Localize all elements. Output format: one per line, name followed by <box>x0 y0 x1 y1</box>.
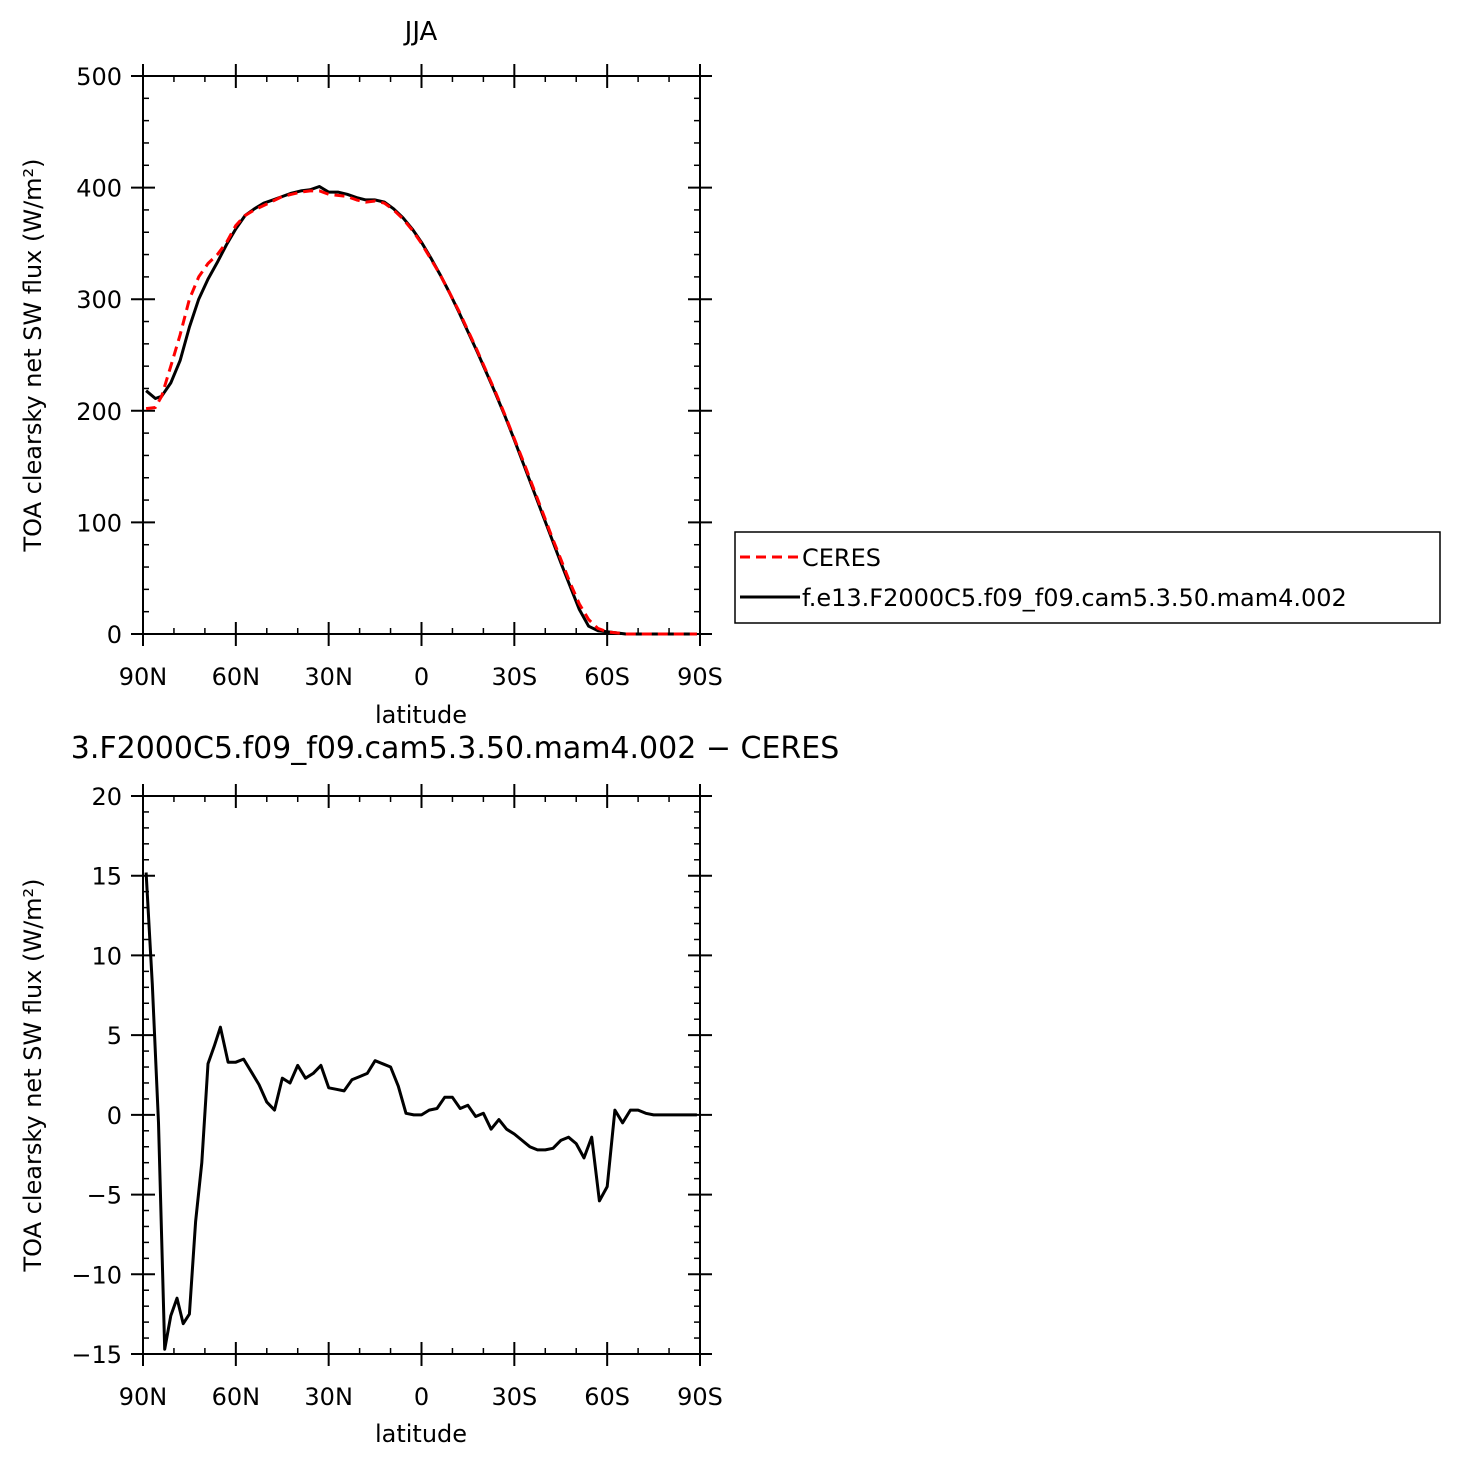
bottom-y-axis-label: TOA clearsky net SW flux (W/m²) <box>19 878 47 1272</box>
top-x-tick-label: 90N <box>119 663 168 691</box>
bottom-panel: 3.F2000C5.f09_f09.cam5.3.50.mam4.002 − C… <box>19 731 839 1448</box>
top-y-tick-label: 100 <box>76 509 122 537</box>
top-panel: JJA 90N 60N 30N 0 30S 60S 90S0100200300400500 … <box>19 17 723 729</box>
bottom-chart-title: 3.F2000C5.f09_f09.cam5.3.50.mam4.002 − C… <box>71 731 840 766</box>
bottom-plot-frame <box>142 795 701 1355</box>
bottom-y-tick-label: 5 <box>107 1022 122 1050</box>
top-plot-frame <box>142 75 701 635</box>
top-x-tick-label: 0 <box>414 663 429 691</box>
top-y-tick-label: 300 <box>76 286 122 314</box>
bottom-x-tick-label: 30N <box>304 1383 353 1411</box>
bottom-y-tick-label: 15 <box>91 863 122 891</box>
bottom-y-tick-label: −15 <box>71 1341 122 1369</box>
legend: CERES f.e13.F2000C5.f09_f09.cam5.3.50.ma… <box>734 531 1441 624</box>
legend-label-model: f.e13.F2000C5.f09_f09.cam5.3.50.mam4.002 <box>802 584 1347 612</box>
legend-box <box>734 531 1441 624</box>
bottom-y-tick-label: 20 <box>91 783 122 811</box>
top-y-tick-label: 0 <box>107 621 122 649</box>
top-y-axis-label: TOA clearsky net SW flux (W/m²) <box>19 158 47 552</box>
top-y-tick-label: 400 <box>76 175 122 203</box>
bottom-plot-area: 90N 60N 30N 0 30S 60S 90S −15 −10 −5 0 5 10 15 20 <box>71 783 723 1411</box>
legend-label-ceres: CERES <box>802 544 881 572</box>
bottom-x-tick-label: 90N <box>119 1383 168 1411</box>
top-plot-area: 90N 60N 30N 0 30S 60S 90S 0 100 200 300 400 500 <box>76 63 723 691</box>
top-chart-title: JJA <box>403 17 438 47</box>
bottom-x-tick-label: 90S <box>677 1383 723 1411</box>
bottom-series-line-model <box>144 872 697 1351</box>
top-x-tick-label: 90S <box>677 663 723 691</box>
bottom-y-tick-label: −5 <box>87 1182 122 1210</box>
top-x-tick-label: 30N <box>304 663 353 691</box>
top-y-tick-label: 200 <box>76 398 122 426</box>
bottom-x-axis-label: latitude <box>375 1420 467 1448</box>
bottom-y-tick-label: −10 <box>71 1261 122 1289</box>
bottom-y-tick-label: 0 <box>107 1102 122 1130</box>
top-x-tick-label: 60N <box>212 663 261 691</box>
top-y-tick-label: 500 <box>76 63 122 91</box>
top-series-line-ceres <box>145 189 697 636</box>
bottom-x-tick-label: 0 <box>414 1383 429 1411</box>
top-x-axis-label: latitude <box>375 701 467 729</box>
top-x-tick-label: 60S <box>584 663 630 691</box>
bottom-x-tick-label: 60S <box>584 1383 630 1411</box>
top-series-line-model <box>145 185 697 636</box>
bottom-x-tick-label: 30S <box>491 1383 537 1411</box>
bottom-x-tick-label: 60N <box>212 1383 261 1411</box>
top-x-tick-label: 30S <box>491 663 537 691</box>
bottom-y-tick-label: 10 <box>91 942 122 970</box>
